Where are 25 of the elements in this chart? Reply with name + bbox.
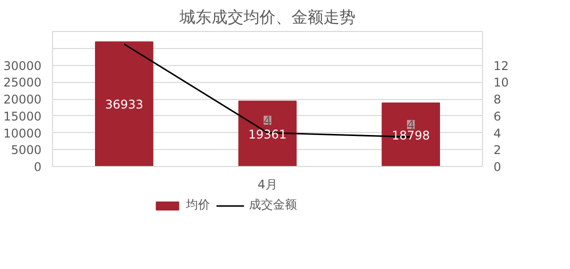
y-tick-label: 30000 [3,58,42,73]
y-tick-label: 15000 [3,109,42,124]
y-tick-label: 25000 [3,76,42,90]
y-tick-label: 20000 [3,92,42,106]
y2-tick-label: 8 [494,92,502,106]
y-tick-label: 5000 [10,143,42,158]
y-tick-label: 0 [34,160,42,174]
legend-label: 成交金额 [248,196,297,214]
bar [382,102,440,166]
y-tick-label: 10000 [3,126,42,140]
x-tick-label: 4月 [258,178,278,192]
y2-tick-label: 2 [494,143,502,158]
legend-label: 均价 [186,196,210,214]
chart-title: 城东成交均价、金额走势 [178,8,356,26]
bar [238,100,297,166]
y2-tick-label: 10 [494,76,509,90]
data-label: 19361 [248,127,287,142]
y2-tick-label: 12 [494,58,509,73]
data-label: 4 [407,118,415,132]
y2-tick-label: 6 [494,109,502,124]
bar [95,41,154,166]
data-label: 4 [264,114,272,128]
y2-tick-label: 0 [494,160,502,174]
y2-tick-label: 4 [494,126,502,140]
data-label: 36933 [105,98,144,112]
